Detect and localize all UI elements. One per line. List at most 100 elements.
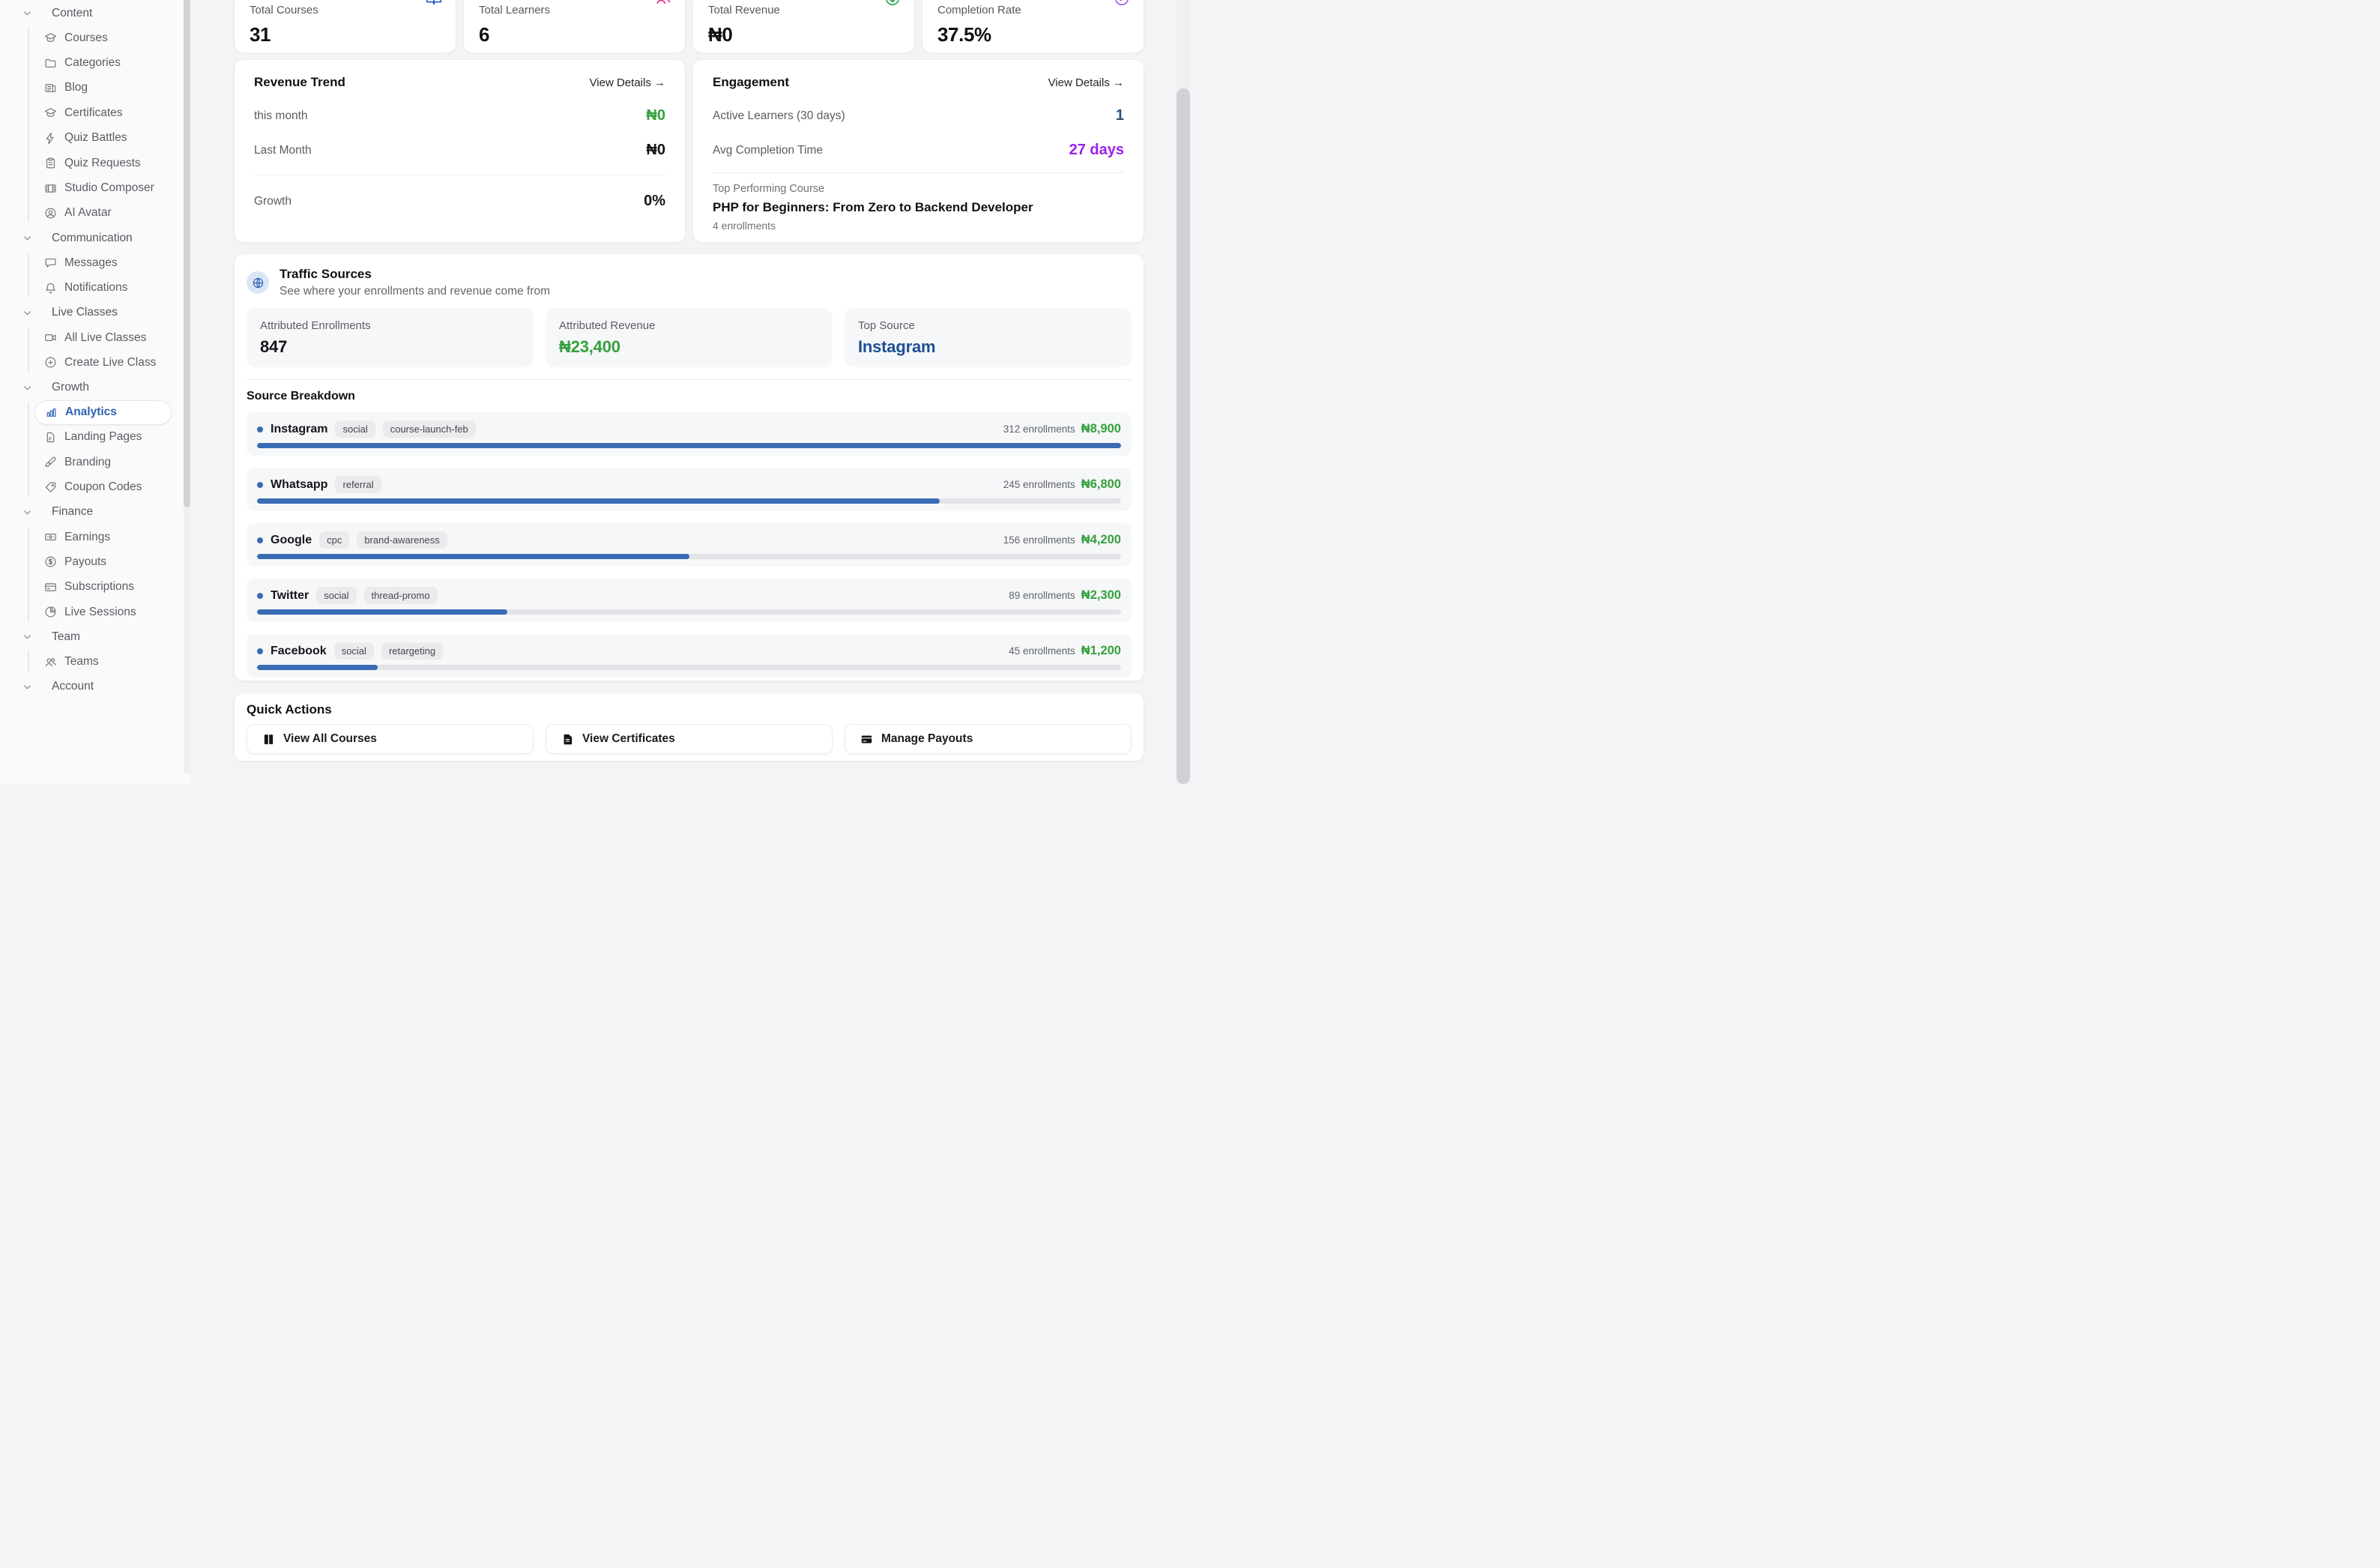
source-row-top: Whatsappreferral245 enrollments₦6,800 xyxy=(257,476,1121,493)
main-scrollbar-track[interactable] xyxy=(1177,0,1190,784)
source-name: Twitter xyxy=(271,589,309,603)
sidebar-section-header-finance[interactable]: Finance xyxy=(0,500,190,525)
sidebar-item-messages[interactable]: Messages xyxy=(0,250,190,275)
sidebar-item-quiz-requests[interactable]: Quiz Requests xyxy=(0,151,190,175)
sidebar-section-communication: CommunicationMessagesNotifications xyxy=(0,226,190,301)
sidebar-section-header-communication[interactable]: Communication xyxy=(0,226,190,250)
engagement-divider xyxy=(713,172,1124,173)
chevron-down-icon xyxy=(22,307,33,319)
sidebar-item-label: Earnings xyxy=(64,531,110,544)
sidebar-section-header-content[interactable]: Content xyxy=(0,1,190,25)
sidebar-item-label: Payouts xyxy=(64,555,106,569)
main-scrollbar-thumb[interactable] xyxy=(1177,88,1190,784)
sidebar-item-certificates[interactable]: Certificates xyxy=(0,100,190,125)
stat-label: Total Courses xyxy=(250,4,441,16)
source-revenue: ₦6,800 xyxy=(1081,477,1121,492)
revenue-trend-rows: this month₦0Last Month₦0Growth0% xyxy=(254,107,665,210)
app-root: ContentCourses Categories BlogCertificates… xyxy=(0,0,1190,784)
sidebar-item-studio-composer[interactable]: Studio Composer xyxy=(0,175,190,200)
sidebar-section-growth: GrowthAnalyticsLanding PagesBrandingCoup… xyxy=(0,376,190,500)
sidebar-item-payouts[interactable]: Payouts xyxy=(0,549,190,574)
sidebar-item-create-live-class[interactable]: Create Live Class xyxy=(0,350,190,375)
sidebar-section-header-team[interactable]: Team xyxy=(0,624,190,649)
revenue-row-growth: Growth0% xyxy=(254,193,665,210)
sidebar-item-courses[interactable]: Courses xyxy=(0,25,190,50)
source-bar-fill xyxy=(257,554,689,559)
traffic-title: Traffic Sources xyxy=(280,267,550,282)
engagement-view-details-link[interactable]: View Details → xyxy=(1048,76,1124,89)
sidebar-section-items: Teams xyxy=(0,649,190,674)
brush-icon xyxy=(44,456,57,468)
clipboard-icon xyxy=(44,157,57,169)
chevron-down-icon xyxy=(22,631,33,642)
manage-payouts-button[interactable]: Manage Payouts xyxy=(845,724,1132,754)
sidebar-item-label: Teams xyxy=(64,655,99,669)
source-bar-track xyxy=(257,609,1121,615)
sidebar-scrollbar-thumb[interactable] xyxy=(184,0,190,507)
source-revenue: ₦4,200 xyxy=(1081,533,1121,547)
metric-label: this month xyxy=(254,109,308,123)
tag-icon xyxy=(44,481,57,494)
source-row-metrics: 312 enrollments₦8,900 xyxy=(1003,422,1121,436)
credit-card-icon xyxy=(44,581,57,594)
chevron-down-icon xyxy=(22,232,33,244)
sidebar-item-live-sessions[interactable]: Live Sessions xyxy=(0,600,190,624)
tile-value: 847 xyxy=(260,337,520,357)
sidebar-item-label: Quiz Requests xyxy=(64,157,141,170)
revenue-view-details-link[interactable]: View Details → xyxy=(590,76,665,89)
source-tag-thread-promo: thread-promo xyxy=(364,587,438,604)
bar-chart-icon xyxy=(45,406,58,419)
sidebar-item-branding[interactable]: Branding xyxy=(0,450,190,474)
sidebar-section-label: Live Classes xyxy=(52,306,118,319)
source-tag-social: social xyxy=(335,420,375,438)
sidebar-section-account: Account xyxy=(0,675,190,699)
metric-label: Active Learners (30 days) xyxy=(713,109,845,123)
dollar-circle-icon xyxy=(44,555,57,568)
sidebar-section-header-live-classes[interactable]: Live Classes xyxy=(0,301,190,325)
traffic-header-text: Traffic Sources See where your enrollmen… xyxy=(280,267,550,298)
quick-action-label: View All Courses xyxy=(283,732,377,746)
sidebar-item-coupon-codes[interactable]: Coupon Codes xyxy=(0,474,190,499)
sidebar-section-team: Team Teams xyxy=(0,624,190,674)
source-bar-fill xyxy=(257,609,507,615)
sidebar-section-items: All Live ClassesCreate Live Class xyxy=(0,325,190,376)
sidebar-item-landing-pages[interactable]: Landing Pages xyxy=(0,425,190,450)
top-course-enrollments: 4 enrollments xyxy=(713,220,1124,232)
sidebar-section-label: Account xyxy=(52,680,94,693)
sidebar-item-quiz-battles[interactable]: Quiz Battles xyxy=(0,126,190,151)
folder-icon xyxy=(44,57,57,70)
tile-label: Attributed Revenue xyxy=(559,319,819,332)
sidebar-item-blog[interactable]: Blog xyxy=(0,76,190,100)
sidebar-section-items: AnalyticsLanding PagesBrandingCoupon Cod… xyxy=(0,400,190,500)
engagement-rows: Active Learners (30 days)1Avg Completion… xyxy=(713,107,1124,159)
sidebar-item-categories[interactable]: Categories xyxy=(0,50,190,75)
view-all-courses-button[interactable]: View All Courses xyxy=(247,724,534,754)
sidebar-item-label: Categories xyxy=(64,56,121,70)
sidebar-item-notifications[interactable]: Notifications xyxy=(0,276,190,301)
source-enrollments: 245 enrollments xyxy=(1003,479,1075,490)
metric-value: 1 xyxy=(1116,107,1124,124)
sidebar-item-label: Live Sessions xyxy=(64,606,136,619)
metric-value: ₦0 xyxy=(646,107,665,124)
source-name: Google xyxy=(271,534,312,547)
quick-action-label: Manage Payouts xyxy=(881,732,973,746)
bell-icon xyxy=(44,282,57,295)
sidebar-section-header-growth[interactable]: Growth xyxy=(0,376,190,400)
source-tag-cpc: cpc xyxy=(319,531,349,549)
sidebar-item-earnings[interactable]: Earnings xyxy=(0,525,190,549)
wallet-icon xyxy=(860,733,873,746)
user-circle-icon xyxy=(44,207,57,220)
sidebar-item-all-live-classes[interactable]: All Live Classes xyxy=(0,325,190,350)
sidebar-item-analytics[interactable]: Analytics xyxy=(34,400,172,425)
sidebar-item-subscriptions[interactable]: Subscriptions xyxy=(0,575,190,600)
sidebar-item-ai-avatar[interactable]: AI Avatar xyxy=(0,201,190,226)
sidebar-item-teams[interactable]: Teams xyxy=(0,649,190,674)
sidebar-item-label: AI Avatar xyxy=(64,206,112,220)
sidebar-section-header-account[interactable]: Account xyxy=(0,675,190,699)
sidebar-scrollbar-track[interactable] xyxy=(184,0,190,774)
chevron-down-icon xyxy=(22,7,33,19)
view-certificates-button[interactable]: View Certificates xyxy=(546,724,833,754)
source-bar-track xyxy=(257,443,1121,448)
revenue-trend-header: Revenue Trend View Details → xyxy=(254,75,665,90)
source-row-twitter: Twittersocialthread-promo89 enrollments₦… xyxy=(247,579,1132,622)
